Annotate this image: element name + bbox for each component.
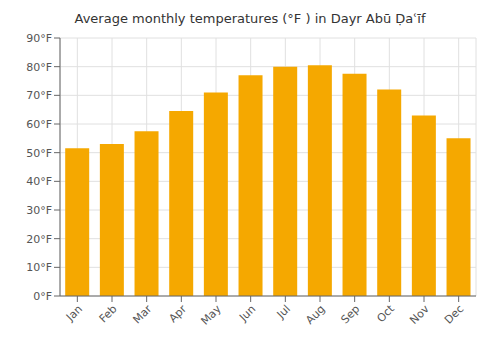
svg-text:Nov: Nov xyxy=(407,302,432,327)
svg-text:Jul: Jul xyxy=(274,302,293,321)
svg-text:40°F: 40°F xyxy=(26,175,52,188)
svg-text:Feb: Feb xyxy=(97,302,120,325)
svg-text:70°F: 70°F xyxy=(26,89,52,102)
svg-text:Aug: Aug xyxy=(303,302,327,326)
svg-text:10°F: 10°F xyxy=(26,261,52,274)
svg-text:Dec: Dec xyxy=(442,302,466,326)
html-text:Average monthly temperatures (: Average monthly temperatures (°F ) in Da… xyxy=(74,11,426,26)
svg-text:Apr: Apr xyxy=(166,302,189,325)
svg-text:30°F: 30°F xyxy=(26,204,52,217)
svg-text:50°F: 50°F xyxy=(26,147,52,160)
svg-text:80°F: 80°F xyxy=(26,61,52,74)
svg-text:Oct: Oct xyxy=(374,302,397,325)
svg-text:20°F: 20°F xyxy=(26,233,52,246)
svg-text:Jan: Jan xyxy=(63,302,85,324)
svg-text:May: May xyxy=(198,302,224,328)
svg-text:0°F: 0°F xyxy=(33,290,52,303)
svg-text:Jun: Jun xyxy=(236,302,258,324)
svg-text:Mar: Mar xyxy=(130,302,154,326)
svg-text:60°F: 60°F xyxy=(26,118,52,131)
svg-text:90°F: 90°F xyxy=(26,32,52,45)
svg-text:Sep: Sep xyxy=(338,302,362,326)
